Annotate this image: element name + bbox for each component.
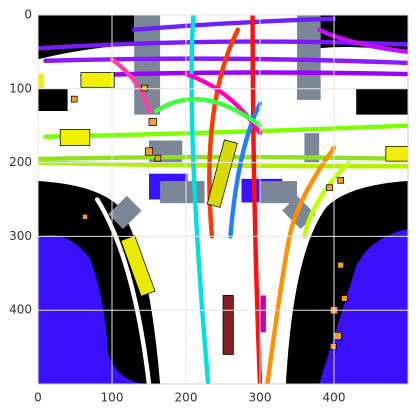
y-tick-label: 400 [9,303,32,317]
y-tick-label: 100 [9,81,32,95]
y-tick-label: 200 [9,155,32,169]
x-tick-label: 300 [249,391,272,405]
x-tick-label: 100 [101,391,124,405]
x-tick-label: 400 [323,391,346,405]
y-tick-label: 300 [9,229,32,243]
y-tick-label: 0 [24,8,32,22]
scene-image [38,15,408,384]
x-tick-label: 0 [34,391,42,405]
x-tick-label: 200 [175,391,198,405]
